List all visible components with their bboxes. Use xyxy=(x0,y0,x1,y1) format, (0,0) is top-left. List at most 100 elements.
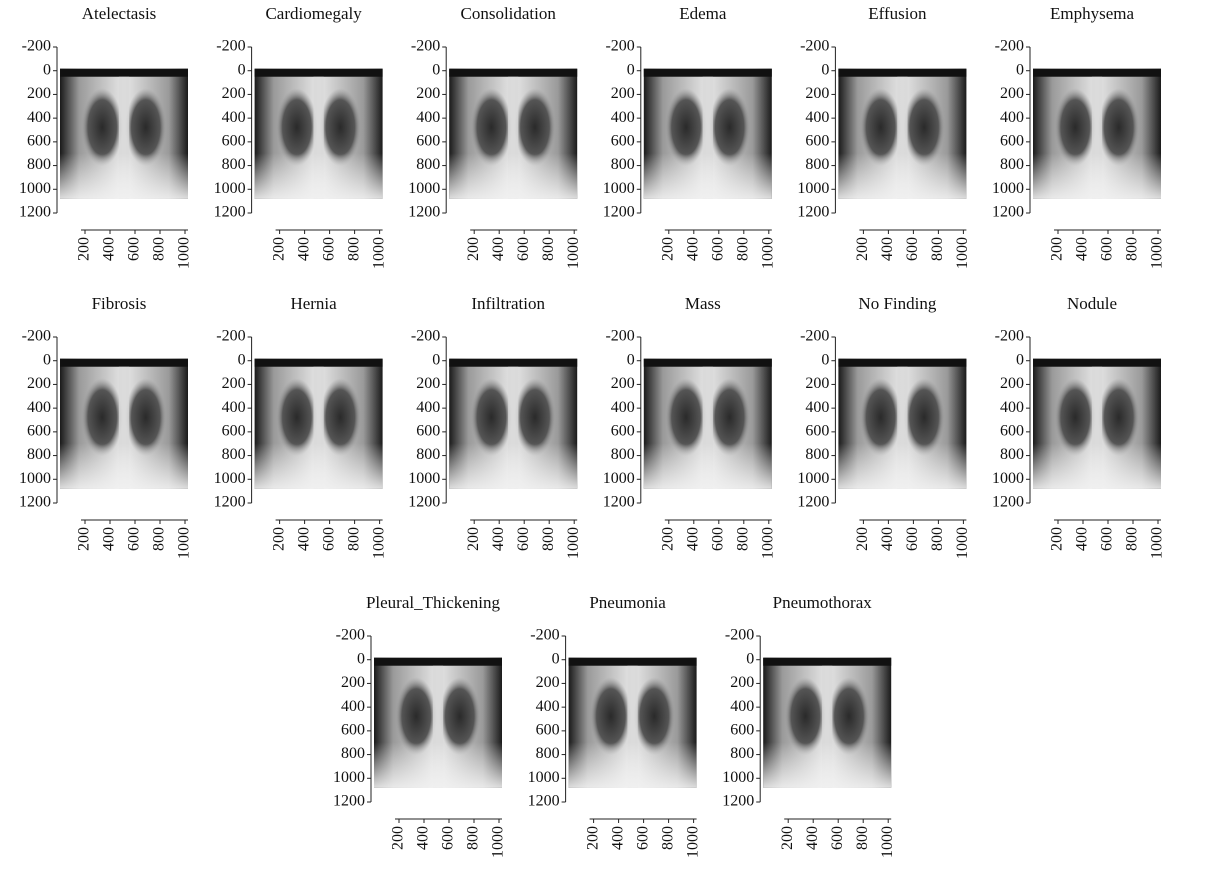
x-tick-label: 600 xyxy=(126,527,143,551)
y-tick-label: 800 xyxy=(222,446,246,463)
y-tick-label: -200 xyxy=(411,38,440,55)
x-tick-label: 200 xyxy=(465,237,482,261)
abdomen xyxy=(255,153,383,199)
x-tick-label: 800 xyxy=(734,527,751,551)
x-tick-label: 200 xyxy=(659,527,676,551)
panel: Pneumonia-200020040060080010001200200400… xyxy=(528,593,702,858)
y-tick-label: 600 xyxy=(27,133,51,150)
panel: Emphysema-200020040060080010001200200400… xyxy=(992,4,1166,269)
y-tick-label: 600 xyxy=(416,133,440,150)
xray-top xyxy=(644,359,772,367)
xray-image xyxy=(1033,359,1161,489)
panel-title: Emphysema xyxy=(1050,4,1134,23)
xray-top xyxy=(449,69,577,77)
abdomen xyxy=(569,742,697,788)
y-tick-label: 600 xyxy=(611,133,635,150)
x-tick-label: 800 xyxy=(929,237,946,261)
y-tick-label: 1000 xyxy=(408,470,440,487)
x-tick-label: 400 xyxy=(1074,527,1091,551)
y-tick-label: 800 xyxy=(611,446,635,463)
y-tick-label: 1000 xyxy=(408,180,440,197)
y-tick-label: 0 xyxy=(238,61,246,78)
y-tick-label: 0 xyxy=(432,61,440,78)
xray-image xyxy=(255,69,383,199)
abdomen xyxy=(449,153,577,199)
xray-top xyxy=(644,69,772,77)
xray-top xyxy=(1033,359,1161,367)
y-tick-label: -200 xyxy=(530,627,559,644)
x-tick-label: 600 xyxy=(634,826,651,850)
y-tick-label: 800 xyxy=(1000,156,1024,173)
panel-title: Mass xyxy=(685,294,721,313)
x-tick-label: 600 xyxy=(515,237,532,261)
y-tick-label: 0 xyxy=(238,351,246,368)
x-tick-label: 200 xyxy=(1049,237,1066,261)
y-tick-label: 0 xyxy=(821,351,829,368)
y-tick-label: 1000 xyxy=(722,769,754,786)
y-tick-label: 800 xyxy=(805,156,829,173)
abdomen xyxy=(763,742,891,788)
x-tick-label: 800 xyxy=(1124,527,1141,551)
x-tick-label: 600 xyxy=(515,527,532,551)
x-tick-label: 400 xyxy=(295,527,312,551)
y-tick-label: 0 xyxy=(821,61,829,78)
y-tick-label: 1200 xyxy=(214,494,246,511)
y-tick-label: 600 xyxy=(1000,423,1024,440)
y-tick-label: 1200 xyxy=(722,793,754,810)
y-tick-label: 600 xyxy=(536,722,560,739)
y-tick-label: -200 xyxy=(216,328,245,345)
xray-top xyxy=(569,658,697,666)
y-tick-label: 1000 xyxy=(333,769,365,786)
x-tick-label: 1000 xyxy=(370,527,387,559)
xray-top xyxy=(449,359,577,367)
y-tick-label: 0 xyxy=(1016,61,1024,78)
panel-title: Cardiomegaly xyxy=(265,4,362,23)
figure: Atelectasis-2000200400600800100012002004… xyxy=(0,0,1213,874)
y-tick-label: 0 xyxy=(746,650,754,667)
y-tick-label: 400 xyxy=(222,399,246,416)
y-tick-label: 400 xyxy=(730,698,754,715)
x-tick-label: 600 xyxy=(320,527,337,551)
y-tick-label: 400 xyxy=(27,399,51,416)
y-tick-label: 200 xyxy=(611,85,635,102)
x-tick-label: 800 xyxy=(734,237,751,261)
y-tick-label: 1200 xyxy=(992,494,1024,511)
y-tick-label: -200 xyxy=(725,627,754,644)
x-tick-label: 800 xyxy=(854,826,871,850)
y-tick-label: 600 xyxy=(341,722,365,739)
x-tick-label: 1000 xyxy=(176,527,193,559)
x-tick-label: 200 xyxy=(1049,527,1066,551)
y-tick-label: 1200 xyxy=(603,204,635,221)
x-tick-label: 800 xyxy=(1124,237,1141,261)
x-tick-label: 400 xyxy=(101,527,118,551)
panel-title: Infiltration xyxy=(471,294,545,313)
y-tick-label: 1200 xyxy=(19,204,51,221)
x-tick-label: 1000 xyxy=(176,237,193,269)
y-tick-label: 1000 xyxy=(992,470,1024,487)
x-tick-label: 800 xyxy=(929,527,946,551)
y-tick-label: 400 xyxy=(416,109,440,126)
y-tick-label: 1000 xyxy=(19,180,51,197)
y-tick-label: 200 xyxy=(27,375,51,392)
xray-image xyxy=(449,359,577,489)
panel-title: Effusion xyxy=(868,4,927,23)
x-tick-label: 800 xyxy=(151,237,168,261)
abdomen xyxy=(60,153,188,199)
y-tick-label: -200 xyxy=(605,328,634,345)
y-tick-label: 1000 xyxy=(797,180,829,197)
y-tick-label: 0 xyxy=(627,351,635,368)
y-tick-label: 1000 xyxy=(603,470,635,487)
x-tick-label: 400 xyxy=(879,237,896,261)
y-tick-label: -200 xyxy=(22,328,51,345)
xray-top xyxy=(374,658,502,666)
y-tick-label: 400 xyxy=(416,399,440,416)
y-tick-label: 800 xyxy=(805,446,829,463)
y-tick-label: -200 xyxy=(411,328,440,345)
y-tick-label: -200 xyxy=(800,328,829,345)
y-tick-label: 1000 xyxy=(992,180,1024,197)
x-tick-label: 800 xyxy=(540,237,557,261)
xray-top xyxy=(1033,69,1161,77)
y-tick-label: 800 xyxy=(730,745,754,762)
y-tick-label: 0 xyxy=(43,61,51,78)
y-tick-label: 200 xyxy=(805,85,829,102)
